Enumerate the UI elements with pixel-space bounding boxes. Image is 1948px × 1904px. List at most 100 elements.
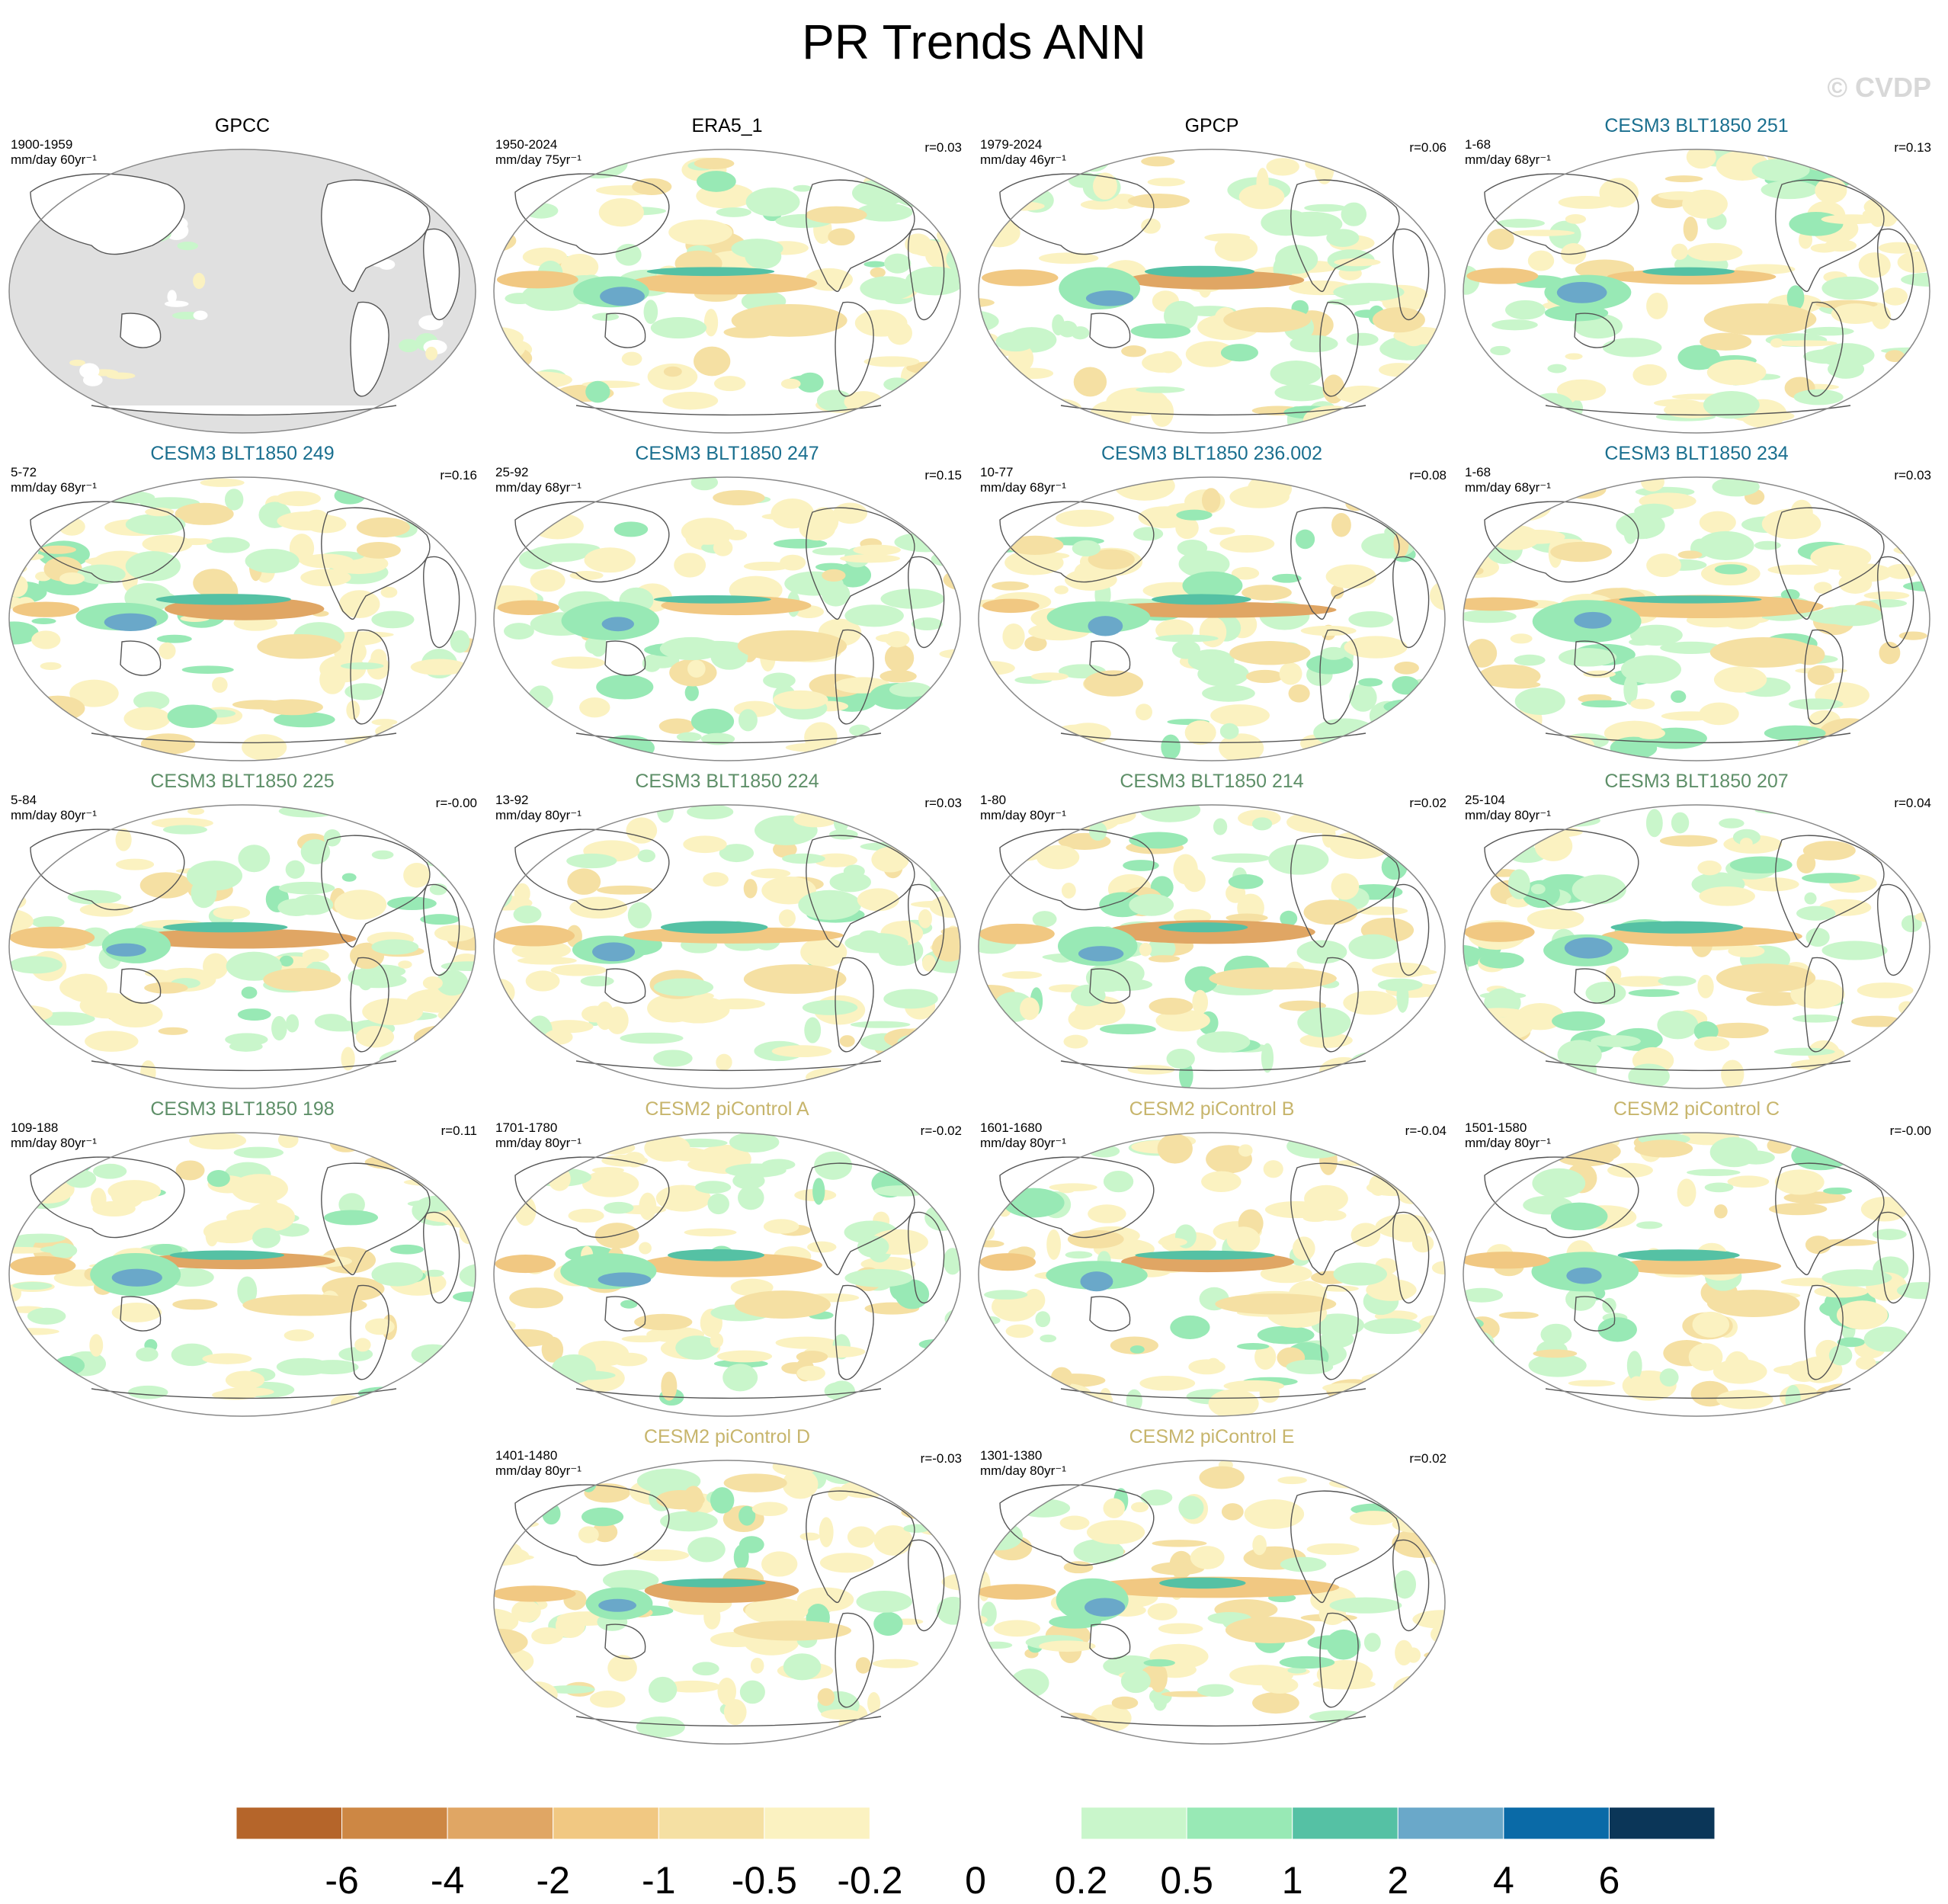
panel-units: mm/day 80yr⁻¹ [495,808,582,822]
coastline [514,829,670,911]
trend-patch [1215,1293,1337,1315]
trend-patch [580,1472,598,1492]
colorbar-tick-label: 0.5 [1160,1859,1213,1902]
trend-patch [429,843,446,865]
trend-patch [1219,723,1239,739]
robinson-map [8,476,476,761]
trend-patch [1704,1182,1734,1193]
coastline [806,835,915,948]
trend-patch [1821,941,1888,960]
trend-patch [356,517,410,538]
trend-patch [1610,921,1744,934]
coastline [1392,556,1430,649]
trend-patch [1223,306,1312,333]
panel-period: 1301-1380 [980,1448,1043,1463]
colorbar-swatch [236,1806,343,1840]
trend-patch [658,718,695,734]
trend-patch [30,695,85,722]
trend-patch [1478,664,1541,688]
trend-patch [1210,704,1270,726]
trend-patch [1398,491,1416,514]
trend-patch [9,1383,39,1405]
trend-patch [726,530,748,540]
trend-patch [237,1008,271,1021]
trend-patch [354,1338,371,1352]
robinson-map [493,149,961,434]
trend-patch [167,704,217,729]
trend-patch [949,841,960,850]
trend-patch [1566,1267,1602,1284]
trend-patch [1299,1032,1353,1048]
trend-patch [806,206,867,224]
coastline [321,835,431,948]
trend-patch [812,1178,825,1205]
trend-patch [1810,243,1838,253]
trend-patch [389,1058,428,1072]
trend-patch [1700,332,1752,351]
trend-patch [1350,1223,1381,1248]
panel-title: CESM3 BLT1850 207 [1604,771,1789,792]
trend-patch [1111,1696,1139,1710]
trend-patch [1629,624,1683,646]
map-panel: CESM3 BLT1850 198 109-188 mm/day 80yr⁻¹ r=0… [0,1098,485,1425]
trend-patch [1560,1055,1597,1085]
trend-patch [1393,1570,1417,1599]
trend-patch [591,1521,618,1543]
robinson-map [978,149,1446,434]
colorbar-swatch [341,1806,448,1840]
trend-patch [1463,1205,1475,1228]
trend-patch [1617,1249,1740,1261]
trend-patch [1807,665,1834,685]
trend-patch [1100,1024,1156,1034]
trend-patch [144,969,170,978]
trend-patch [1213,818,1228,835]
trend-patch [1383,723,1422,736]
trend-patch [1879,816,1924,842]
panel-correlation: r=0.06 [1409,140,1447,155]
trend-patch [655,1184,711,1212]
coastline [30,829,185,911]
panel-title: ERA5_1 [691,115,763,136]
trend-patch [1161,734,1181,760]
trend-patch [1918,1325,1930,1349]
trend-patch [207,1170,230,1188]
trend-patch [1088,1145,1120,1158]
trend-patch [1810,544,1872,570]
trend-patch [615,243,642,266]
panel-correlation: r=0.15 [924,468,962,482]
trend-patch [1266,158,1299,176]
trend-patch [494,822,522,840]
trend-patch [531,1627,563,1645]
trend-patch [802,1000,858,1015]
trend-patch [1052,314,1065,336]
trend-patch [1225,1617,1315,1643]
coastline [999,1156,1155,1239]
panel-correlation: r=0.13 [1894,140,1931,155]
trend-patch [31,617,56,624]
panel-title: CESM3 BLT1850 251 [1604,115,1789,136]
coastline [575,732,882,744]
trend-patch [21,1175,75,1204]
map-outline [493,149,961,434]
trend-patch [1329,831,1392,860]
trend-patch [681,518,735,545]
trend-patch [703,309,719,337]
trend-patch [1697,861,1722,876]
trend-patch [1751,159,1810,181]
trend-patch [569,737,602,759]
trend-patch [1408,1494,1424,1507]
coastline [1290,1490,1400,1604]
trend-patch [107,1180,162,1203]
trend-patch [1219,733,1264,761]
trend-patch [1426,1486,1445,1507]
coastline [835,629,874,725]
trend-patch [819,149,841,162]
trend-patch [30,1154,56,1178]
trend-patch [1144,265,1255,277]
trend-patch [1158,922,1248,933]
trend-patch [581,1507,624,1527]
trend-patch [567,868,601,895]
trend-patch [1384,1499,1409,1511]
robinson-map [493,1460,961,1745]
trend-patch [125,551,181,582]
